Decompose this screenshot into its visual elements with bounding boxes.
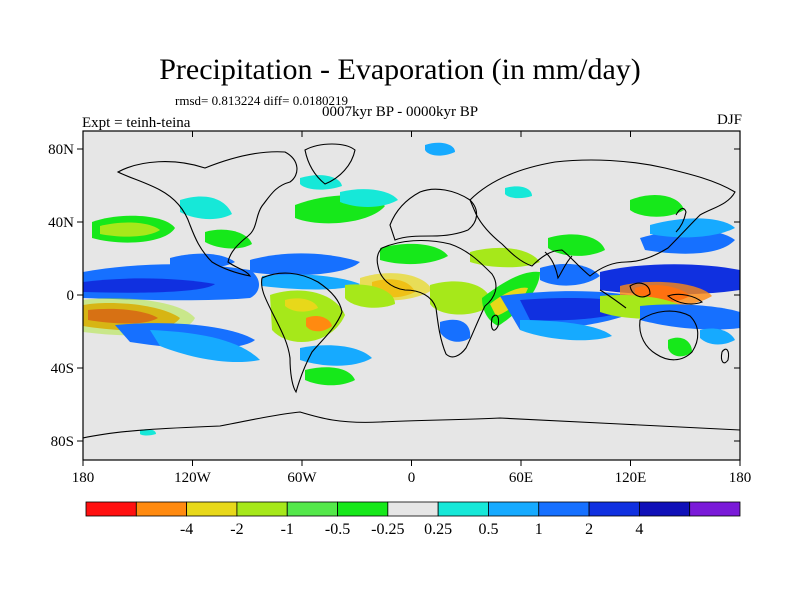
field-green-arabia — [470, 247, 540, 268]
field-green-east-atl — [345, 284, 395, 308]
x-label-180w: 180 — [72, 470, 95, 486]
field-blue-north-pacific — [170, 253, 235, 269]
coastlines — [83, 143, 740, 439]
field-orange-amazon — [306, 315, 332, 332]
coast-sumatra — [599, 289, 627, 309]
title: Precipitation - Evaporation (in mm/day) — [159, 53, 641, 86]
field-cyan-us — [180, 196, 232, 220]
y-axis — [77, 148, 740, 442]
field-cyan-s-pacific-e — [700, 328, 735, 345]
colorbar — [85, 501, 741, 517]
field-lime-north-pacific — [100, 222, 160, 237]
colorbar-box-0 — [85, 501, 137, 517]
periods-label: 0007kyr BP - 0000kyr BP — [322, 104, 479, 120]
x-label-60w: 60W — [287, 470, 317, 486]
colorbar-box-9 — [538, 501, 590, 517]
coast-new-guinea — [666, 293, 704, 305]
colorbar-box-6 — [387, 501, 439, 517]
colorbar-box-8 — [488, 501, 540, 517]
field-yellow-brazil — [285, 298, 318, 312]
field-green-australia-e — [668, 337, 692, 357]
coast-europe — [389, 188, 478, 241]
field-cyan-south-pacific — [150, 330, 260, 363]
field-green-us — [205, 229, 252, 249]
colorbar-label-6: 0.5 — [478, 521, 498, 538]
colorbar-box-12 — [689, 501, 741, 517]
y-label-80s: 80S — [51, 434, 74, 450]
colorbar-label-0: -4 — [180, 521, 193, 538]
field-cyan-asia-n — [505, 186, 532, 199]
field-green-mediterr — [380, 243, 448, 265]
field-cyan-arctic — [425, 142, 455, 156]
colorbar-label-1: -2 — [230, 521, 243, 538]
colorbar-labels: -4 -2 -1 -0.5 -0.25 0.25 0.5 1 2 4 — [180, 521, 643, 538]
colorbar-box-10 — [588, 501, 640, 517]
stats-line: rmsd= 0.813224 diff= 0.0180219 — [175, 93, 348, 108]
coast-japan — [675, 207, 687, 233]
colorbar-label-9: 4 — [635, 521, 643, 538]
x-axis — [82, 131, 741, 466]
field-green-s-atl — [305, 367, 355, 386]
coast-new-zealand — [720, 348, 730, 364]
coast-antarctica — [83, 411, 740, 439]
coast-madagascar — [490, 314, 500, 331]
field-blue-s-pacific-w — [640, 304, 740, 330]
field-cyan-w-pacific-n — [650, 218, 735, 238]
coast-borneo — [629, 282, 651, 298]
field-cyan-indian-south — [520, 320, 612, 341]
coast-africa — [376, 240, 497, 358]
colorbar-box-11 — [638, 501, 691, 517]
field-cyan-s-atl — [300, 345, 372, 366]
field-cyan-atl-trop — [262, 274, 360, 290]
field-cyan-n-atl — [340, 189, 398, 207]
coast-north-america — [116, 151, 298, 277]
field-cyan-siberia — [300, 175, 342, 190]
colorbar-box-2 — [186, 501, 238, 517]
colorbar-label-2: -1 — [281, 521, 294, 538]
anomaly-field — [83, 142, 740, 436]
field-red-core-south-pacific — [88, 308, 158, 324]
colorbar-label-3: -0.5 — [325, 521, 350, 538]
colorbar-label-4: -0.25 — [371, 521, 404, 538]
x-label-180e: 180 — [729, 470, 752, 486]
y-label-0: 0 — [67, 288, 75, 304]
field-cyan-s-ocean — [140, 429, 156, 436]
colorbar-box-7 — [437, 501, 489, 517]
field-blue-atl-trop — [250, 253, 360, 276]
x-label-60e: 60E — [509, 470, 533, 486]
x-label-120w: 120W — [174, 470, 212, 486]
coast-asia — [469, 159, 736, 277]
colorbar-box-3 — [236, 501, 288, 517]
coast-australia — [639, 310, 699, 361]
colorbar-box-1 — [135, 501, 188, 517]
y-label-40n: 40N — [48, 215, 74, 231]
x-label-0: 0 — [408, 470, 416, 486]
colorbar-label-8: 2 — [585, 521, 593, 538]
colorbar-box-5 — [337, 501, 389, 517]
experiment-label: Expt = teinh-teina — [82, 115, 191, 131]
colorbar-label-7: 1 — [535, 521, 543, 538]
coast-india — [544, 251, 573, 280]
x-label-120e: 120E — [615, 470, 647, 486]
field-blue-bay-of-bengal — [540, 263, 600, 286]
colorbar-label-5: 0.25 — [424, 521, 452, 538]
colorbar-box-4 — [286, 501, 338, 517]
field-green-central-africa — [430, 281, 492, 315]
y-label-40s: 40S — [51, 361, 74, 377]
coast-greenland — [304, 143, 356, 185]
y-label-80n: 80N — [48, 142, 74, 158]
field-darkblue-band-pacific-w — [83, 278, 215, 293]
field-blue-s-africa — [440, 319, 471, 342]
field-green-japan — [630, 195, 684, 217]
season-label: DJF — [716, 112, 742, 128]
coast-south-america — [261, 272, 343, 394]
